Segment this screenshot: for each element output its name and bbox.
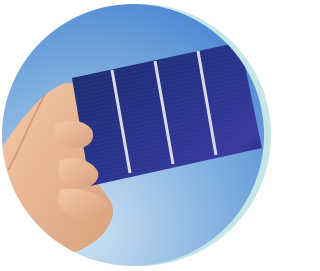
photo-badge xyxy=(0,0,271,271)
page xyxy=(0,0,271,271)
